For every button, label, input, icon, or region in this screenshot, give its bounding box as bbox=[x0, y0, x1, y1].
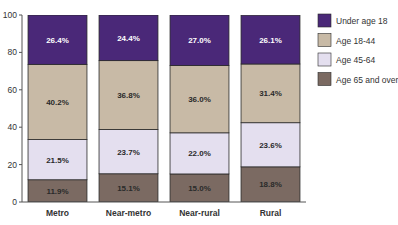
data-label: 36.0% bbox=[188, 95, 211, 104]
bar-segment bbox=[28, 140, 87, 180]
legend-swatch bbox=[318, 53, 331, 66]
bar-segment bbox=[241, 167, 300, 202]
bar-segment bbox=[99, 61, 158, 130]
x-tick-label: Near-metro bbox=[106, 208, 151, 218]
bar-segment bbox=[99, 129, 158, 173]
y-tick-label: 60 bbox=[8, 85, 18, 95]
data-label: 15.0% bbox=[188, 184, 211, 193]
bar-segment bbox=[99, 15, 158, 61]
data-label: 27.0% bbox=[188, 36, 211, 45]
data-label: 26.1% bbox=[259, 36, 282, 45]
y-axis bbox=[22, 15, 23, 202]
data-label: 31.4% bbox=[259, 89, 282, 98]
chart-svg: 0 20 40 60 80 100 11.9% 21.5% 40.2% 26.4% 15.1% 23.… bbox=[0, 0, 398, 225]
x-tick-label: Metro bbox=[46, 208, 69, 218]
legend-swatch bbox=[318, 34, 331, 47]
data-labels: 11.9% 21.5% 40.2% 26.4% 15.1% 23.7% 36.8% 24.4%… bbox=[46, 34, 282, 196]
legend-swatch bbox=[318, 73, 331, 86]
x-axis bbox=[22, 202, 306, 203]
data-label: 36.8% bbox=[117, 91, 140, 100]
data-label: 23.6% bbox=[259, 141, 282, 150]
bar-segment bbox=[241, 15, 300, 64]
bar-segment bbox=[241, 64, 300, 123]
x-tick-label: Rural bbox=[260, 208, 282, 218]
data-label: 21.5% bbox=[46, 156, 69, 165]
y-tick-label: 0 bbox=[12, 197, 17, 207]
bar-segment bbox=[170, 65, 229, 132]
y-tick-label: 20 bbox=[8, 160, 18, 170]
legend-swatch bbox=[318, 14, 331, 27]
bar-segment bbox=[170, 174, 229, 202]
data-label: 22.0% bbox=[188, 149, 211, 158]
y-tick-label: 80 bbox=[8, 47, 18, 57]
data-label: 23.7% bbox=[117, 148, 140, 157]
y-tick-label: 40 bbox=[8, 122, 18, 132]
chart-container: 0 20 40 60 80 100 11.9% 21.5% 40.2% 26.4% 15.1% 23.… bbox=[0, 0, 398, 225]
bar-segment bbox=[170, 15, 229, 65]
bar-segment bbox=[170, 133, 229, 174]
x-tick-label: Near-rural bbox=[179, 208, 220, 218]
legend-label: Age 45-64 bbox=[336, 55, 375, 65]
bar-segment bbox=[28, 64, 87, 139]
data-label: 18.8% bbox=[259, 180, 282, 189]
bar-segment bbox=[28, 180, 87, 202]
legend-label: Age 18-44 bbox=[336, 36, 375, 46]
bars bbox=[28, 15, 300, 202]
bar-segment bbox=[28, 15, 87, 64]
data-label: 24.4% bbox=[117, 34, 140, 43]
data-label: 15.1% bbox=[117, 184, 140, 193]
data-label: 40.2% bbox=[46, 98, 69, 107]
data-label: 11.9% bbox=[46, 187, 68, 196]
legend-label: Under age 18 bbox=[336, 16, 388, 26]
bar-segment bbox=[99, 174, 158, 202]
data-label: 26.4% bbox=[46, 36, 69, 45]
y-tick-label: 100 bbox=[3, 10, 17, 20]
bar-segment bbox=[241, 123, 300, 167]
legend-label: Age 65 and over bbox=[336, 75, 398, 85]
